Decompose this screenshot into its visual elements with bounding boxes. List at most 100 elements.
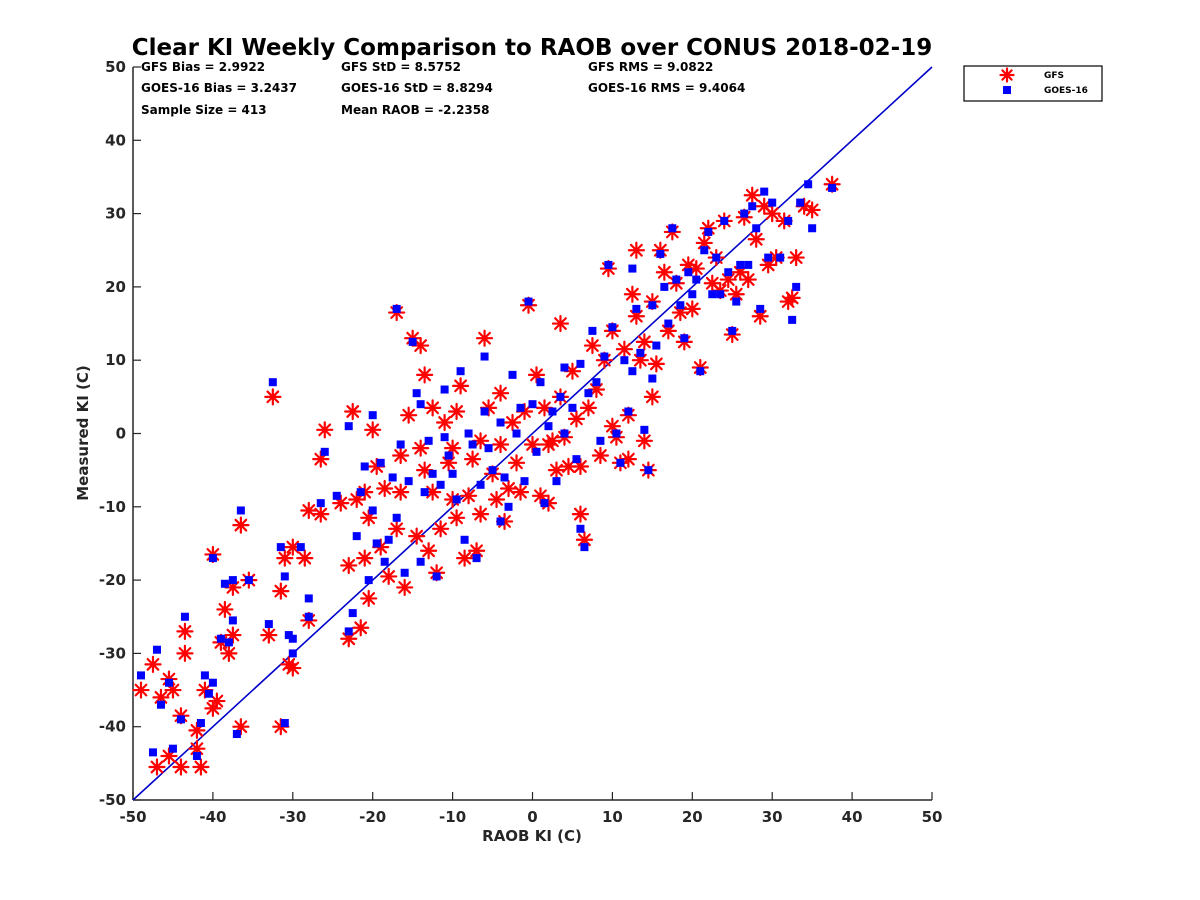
goes16-point	[804, 180, 813, 189]
goes16-point	[356, 488, 365, 497]
y-tick-label: 40	[105, 131, 126, 149]
goes16-point	[620, 356, 629, 365]
goes16-point	[196, 719, 205, 728]
goes16-point	[316, 499, 325, 508]
goes16-point	[244, 576, 253, 585]
goes16-point	[148, 748, 157, 757]
x-tick-label: -50	[119, 808, 146, 826]
goes16-point	[156, 700, 165, 709]
goes16-point	[612, 429, 621, 438]
gfs-point	[543, 432, 562, 450]
goes16-point	[580, 543, 589, 552]
stats-block: GFS Bias = 2.9922 GFS StD = 8.5752 GFS R…	[141, 60, 745, 117]
goes16-point	[268, 378, 277, 387]
goes16-point	[524, 297, 533, 306]
goes16-point	[556, 392, 565, 401]
goes16-point	[208, 678, 217, 687]
gfs-point	[447, 402, 466, 421]
goes16-point	[648, 301, 657, 310]
stat-mean-raob: Mean RAOB = -2.2358	[341, 103, 489, 117]
goes16-point	[288, 649, 297, 658]
gfs-point	[272, 582, 290, 600]
x-tick-label: -10	[439, 808, 466, 826]
gfs-point	[571, 505, 590, 523]
x-tick-label: 40	[842, 808, 863, 826]
gfs-point	[172, 758, 190, 776]
gfs-point	[232, 516, 250, 534]
y-tick-label: -40	[99, 718, 126, 736]
y-tick-label: 0	[116, 425, 126, 443]
gfs-point	[392, 483, 410, 501]
gfs-point	[220, 644, 238, 663]
gfs-point	[176, 622, 194, 641]
gfs-point	[635, 432, 653, 450]
gfs-point	[491, 435, 510, 454]
goes16-point	[208, 554, 217, 563]
goes16-point	[432, 572, 441, 581]
goes16-point	[460, 535, 469, 544]
gfs-point	[424, 399, 442, 417]
gfs-point	[763, 205, 781, 223]
goes16-point	[444, 451, 453, 460]
reference-line-1to1	[132, 66, 933, 801]
gfs-point	[567, 410, 586, 428]
goes16-point	[352, 532, 361, 541]
goes16-point	[708, 290, 717, 299]
gfs-point	[739, 270, 757, 289]
gfs-point	[747, 230, 765, 248]
goes16-point	[276, 543, 285, 552]
gfs-point	[683, 300, 701, 318]
goes16-point	[660, 282, 669, 291]
goes16-point	[752, 224, 761, 233]
goes16-point	[784, 216, 793, 225]
goes16-point	[372, 539, 381, 548]
goes16-point	[552, 477, 561, 486]
stat-goes16-bias: GOES-16 Bias = 3.2437	[141, 81, 297, 95]
gfs-point	[511, 483, 530, 501]
goes16-point	[764, 253, 773, 262]
goes16-point	[652, 341, 661, 350]
gfs-point	[487, 490, 506, 509]
y-tick-label: 10	[105, 351, 126, 369]
goes16-point	[704, 227, 713, 236]
goes16-point	[740, 209, 749, 218]
gfs-point	[408, 527, 426, 545]
y-tick-label: -50	[99, 791, 126, 809]
goes16-point	[176, 715, 185, 724]
gfs-point	[360, 589, 378, 608]
goes16-point	[320, 447, 329, 456]
goes16-point	[684, 268, 693, 277]
goes16-point	[348, 609, 357, 618]
goes16-point	[544, 422, 553, 431]
series-gfs	[132, 175, 841, 776]
gfs-point	[783, 289, 801, 307]
goes16-point	[628, 264, 637, 273]
legend-label-goes16: GOES-16	[1044, 86, 1088, 96]
goes16-point	[288, 634, 297, 643]
goes16-point	[228, 576, 237, 585]
goes16-point	[344, 422, 353, 431]
goes16-point	[632, 304, 641, 313]
stat-goes16-std: GOES-16 StD = 8.8294	[341, 81, 493, 95]
chart-title: Clear KI Weekly Comparison to RAOB over …	[132, 35, 932, 61]
x-tick-label: 50	[922, 808, 943, 826]
x-tick-label: -20	[359, 808, 386, 826]
gfs-point	[216, 600, 234, 619]
goes16-point	[500, 473, 509, 482]
goes16-point	[484, 444, 493, 453]
goes16-point	[736, 260, 745, 269]
goes16-point	[636, 348, 645, 357]
goes16-point	[672, 275, 681, 284]
stat-gfs-bias: GFS Bias = 2.9922	[141, 60, 265, 74]
gfs-point	[144, 655, 162, 673]
goes16-point	[748, 202, 757, 211]
gfs-point	[148, 758, 166, 776]
gfs-point	[491, 384, 510, 402]
goes16-point	[560, 429, 569, 438]
gfs-point	[416, 366, 434, 384]
goes16-point	[392, 304, 401, 313]
goes16-point	[392, 513, 401, 522]
goes16-point	[512, 429, 521, 438]
goes16-point	[596, 436, 605, 445]
gfs-point	[208, 692, 226, 710]
